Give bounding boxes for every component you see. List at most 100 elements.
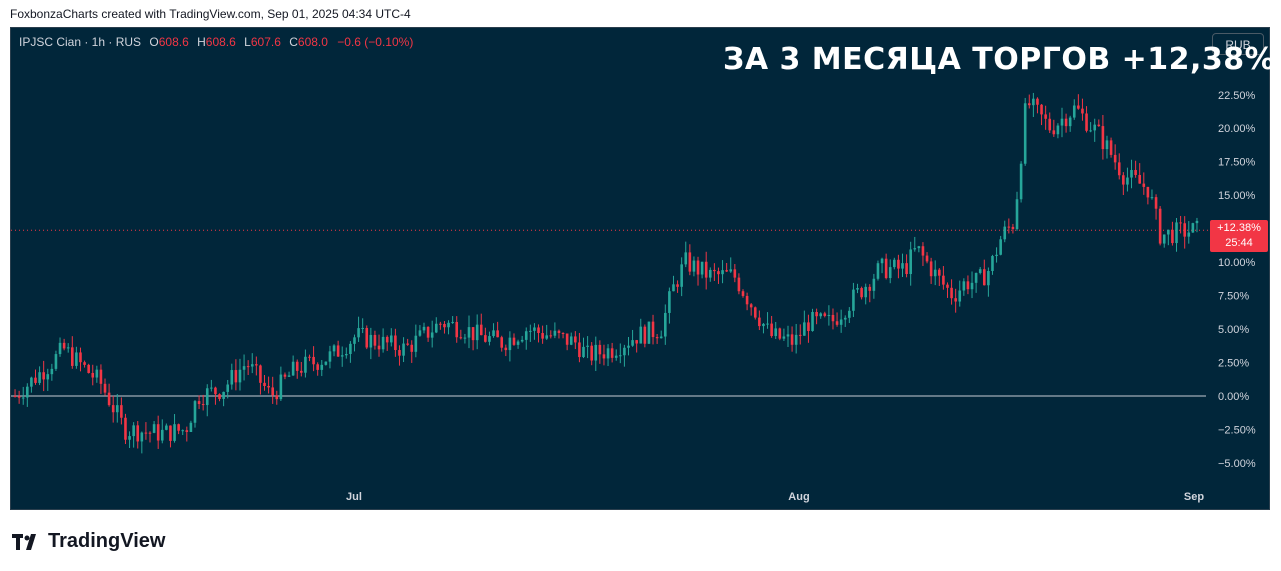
candle-body: [1077, 105, 1080, 109]
candle-body: [569, 336, 573, 345]
candle-body: [353, 337, 356, 344]
candle-body: [811, 311, 814, 332]
candle-body: [300, 370, 303, 373]
candle-body: [565, 333, 569, 345]
candle-body: [999, 239, 1002, 255]
candle-body: [950, 287, 953, 299]
candle-body: [553, 330, 557, 336]
candle-body: [1007, 226, 1011, 228]
candle-body: [929, 261, 933, 277]
candle-body: [839, 319, 843, 325]
candle-body: [34, 377, 37, 383]
candle-body: [1072, 105, 1076, 118]
x-tick-label: Jul: [346, 491, 362, 503]
candle-body: [488, 336, 491, 342]
low-label: L: [244, 35, 251, 49]
candle-body: [250, 364, 254, 367]
candle-body: [876, 263, 880, 279]
candle-body: [594, 344, 598, 361]
candle-body: [782, 336, 786, 339]
candle-body: [987, 271, 990, 286]
candle-body: [46, 374, 50, 380]
candle-body: [954, 298, 957, 302]
candle-body: [185, 430, 189, 432]
candle-body: [181, 430, 185, 432]
candle-body: [271, 387, 274, 396]
candle-body: [946, 284, 949, 288]
candle-body: [434, 323, 438, 333]
candle-body: [798, 334, 802, 336]
candle-body: [197, 401, 201, 405]
candle-body: [455, 321, 459, 338]
candle-body: [606, 348, 610, 359]
candle-body: [189, 422, 193, 432]
candle-body: [680, 264, 683, 287]
candle-body: [1060, 118, 1064, 126]
candle-body: [279, 374, 283, 400]
candle-body: [475, 324, 479, 341]
candle-body: [328, 351, 332, 362]
candle-body: [586, 345, 589, 347]
candle-body: [905, 263, 908, 275]
candle-body: [1064, 118, 1068, 127]
candle-body: [684, 252, 688, 265]
candle-body: [42, 372, 45, 380]
candle-body: [704, 261, 708, 278]
last-price-tag: +12.38% 25:44: [1210, 220, 1268, 252]
candle-body: [426, 326, 430, 338]
y-tick-label: 10.00%: [1218, 257, 1256, 269]
price-chart: 22.50%20.00%17.50%15.00%12.50%10.00%7.50…: [11, 90, 1256, 503]
candle-body: [140, 432, 144, 442]
candle-body: [753, 307, 757, 318]
close-label: C: [289, 35, 298, 49]
candle-body: [794, 334, 798, 345]
tradingview-logo-text: TradingView: [48, 530, 166, 552]
y-tick-label: 15.00%: [1218, 190, 1256, 202]
candle-body: [169, 425, 172, 441]
currency-button[interactable]: RUB: [1212, 33, 1264, 55]
candle-body: [921, 246, 925, 256]
symbol-label[interactable]: IPJSC Cian · 1h · RUS: [19, 35, 142, 49]
candle-body: [745, 295, 749, 305]
candle-body: [66, 347, 70, 349]
candle-body: [230, 370, 234, 385]
candle-body: [26, 386, 29, 398]
candle-body: [304, 356, 307, 373]
candle-body: [901, 263, 904, 269]
candle-body: [692, 260, 696, 272]
candle-body: [582, 346, 585, 358]
candle-body: [1191, 223, 1195, 233]
candle-body: [1093, 124, 1097, 131]
candle-body: [132, 425, 135, 437]
candle-body: [1023, 103, 1027, 164]
candle-body: [1089, 130, 1092, 132]
candle-body: [340, 355, 344, 357]
candle-body: [160, 429, 164, 441]
candle-body: [291, 361, 295, 376]
candle-body: [144, 432, 148, 434]
candle-body: [635, 340, 638, 344]
candle-body: [974, 272, 978, 283]
candle-body: [447, 322, 450, 328]
candle-body: [107, 392, 111, 406]
candle-body: [479, 324, 483, 336]
candle-body: [418, 330, 422, 336]
candle-body: [1081, 108, 1084, 114]
candle-body: [982, 269, 986, 286]
candle-body: [537, 327, 540, 334]
candle-body: [1032, 98, 1035, 106]
candle-body: [708, 269, 712, 278]
chart-area[interactable]: 22.50%20.00%17.50%15.00%12.50%10.00%7.50…: [10, 27, 1275, 510]
tradingview-logo[interactable]: TradingView: [12, 530, 165, 553]
candle-body: [659, 336, 663, 339]
candle-body: [664, 312, 667, 337]
candle-body: [639, 326, 643, 344]
candle-body: [545, 335, 548, 339]
candle-body: [255, 364, 258, 366]
candle-body: [492, 330, 495, 337]
candle-body: [1040, 104, 1043, 115]
candle-body: [978, 269, 982, 273]
y-tick-label: 0.00%: [1218, 391, 1249, 403]
candle-body: [713, 269, 716, 272]
candle-body: [1179, 222, 1182, 224]
